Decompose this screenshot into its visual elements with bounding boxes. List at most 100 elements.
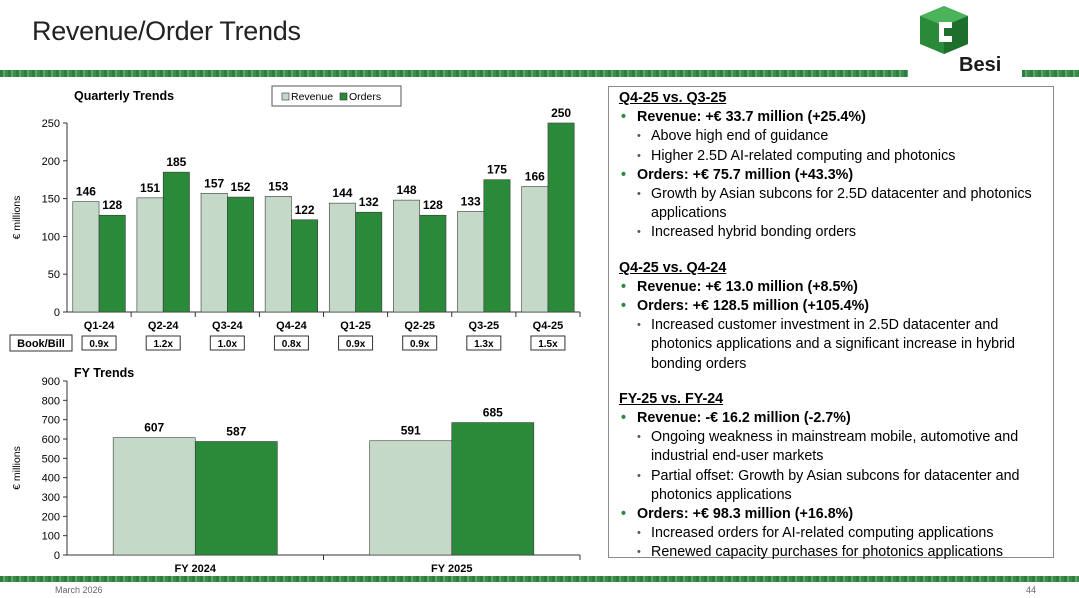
commentary-point: Revenue: +€ 33.7 million (+25.4%) <box>619 108 1053 127</box>
bar-value-label: 250 <box>551 106 571 120</box>
y-tick-label: 0 <box>54 307 60 319</box>
revenue-bar <box>393 199 420 313</box>
commentary-subpoint: Renewed capacity purchases for photonics… <box>619 543 1053 562</box>
orders-bar <box>227 196 254 313</box>
x-tick-label: Q2-25 <box>404 320 435 332</box>
section-heading: Q4-25 vs. Q3-25 <box>619 90 727 106</box>
bar-value-label: 151 <box>140 181 160 195</box>
y-axis-label: € millions <box>11 196 23 240</box>
book-bill-box <box>81 335 117 351</box>
y-tick-label: 800 <box>42 395 60 407</box>
commentary-list: Q4-25 vs. Q3-25 Revenue: +€ 33.7 million … <box>619 89 1053 563</box>
bar-value-label: 122 <box>295 203 315 217</box>
revenue-bar <box>457 211 485 313</box>
book-bill-box <box>402 335 438 351</box>
book-bill-value: 1.0x <box>218 339 238 350</box>
legend-label-orders: Orders <box>349 91 381 103</box>
revenue-bar <box>72 201 100 313</box>
bar-value-label: 128 <box>102 198 122 212</box>
charts-canvas: Quarterly Trends 0 50 100 150 200 250 € million… <box>9 85 581 575</box>
book-bill-header-box <box>9 334 73 352</box>
orders-bar <box>291 219 319 313</box>
bar-value-label: 132 <box>359 195 379 209</box>
book-bill-value: 1.2x <box>153 339 173 350</box>
bar-value-label: 133 <box>461 194 481 208</box>
commentary-section: Q4-25 vs. Q4-24 Revenue: +€ 13.0 million … <box>619 259 1053 374</box>
book-bill-value: 0.9x <box>89 339 109 350</box>
commentary-section: FY-25 vs. FY-24 Revenue: -€ 16.2 million … <box>619 390 1053 563</box>
y-tick-label: 250 <box>42 118 60 130</box>
y-tick-label: 100 <box>42 531 60 543</box>
y-tick-label: 200 <box>42 511 60 523</box>
orders-bar <box>547 122 575 313</box>
book-bill-value: 0.9x <box>410 339 430 350</box>
slide-title: Revenue/Order Trends <box>32 16 301 46</box>
besi-logo-icon <box>920 6 968 54</box>
bar-value-label: 175 <box>487 163 507 177</box>
bar-value-label: 148 <box>397 183 417 197</box>
commentary-subpoint: Ongoing weakness in mainstream mobile, a… <box>619 428 1053 466</box>
y-tick-label: 50 <box>48 269 60 281</box>
orders-bar <box>194 441 278 556</box>
revenue-bar <box>200 193 228 313</box>
orders-bar <box>419 214 447 313</box>
revenue-bar <box>112 437 196 556</box>
book-bill-value: 1.5x <box>538 339 558 350</box>
legend-box <box>271 85 402 107</box>
bar-value-label: 157 <box>204 176 224 190</box>
x-tick-label: Q1-25 <box>340 320 371 332</box>
commentary-point: Orders: +€ 98.3 million (+16.8%) <box>619 505 1053 524</box>
bar-value-label: 685 <box>483 406 503 420</box>
revenue-bar <box>136 197 164 313</box>
x-tick-label: FY 2025 <box>431 563 472 575</box>
chart-title: FY Trends <box>74 366 134 380</box>
bar-value-label: 144 <box>332 186 352 200</box>
commentary-point: Orders: +€ 75.7 million (+43.3%) <box>619 166 1053 185</box>
commentary-subpoint: Growth by Asian subcons for 2.5D datacen… <box>619 185 1053 223</box>
book-bill-box <box>145 335 181 351</box>
y-tick-label: 400 <box>42 473 60 485</box>
revenue-bar <box>264 196 292 313</box>
commentary-point: Revenue: -€ 16.2 million (-2.7%) <box>619 409 1053 428</box>
y-tick-label: 100 <box>42 231 60 243</box>
footer-date: March 2026 <box>55 585 103 595</box>
commentary-panel: Q4-25 vs. Q3-25 Revenue: +€ 33.7 million … <box>608 86 1054 563</box>
bar-value-label: 152 <box>230 180 250 194</box>
commentary-point: Revenue: +€ 13.0 million (+8.5%) <box>619 278 1053 297</box>
y-tick-label: 600 <box>42 434 60 446</box>
y-tick-label: 700 <box>42 415 60 427</box>
orders-bar <box>98 214 126 313</box>
revenue-bar <box>369 440 453 556</box>
revenue-bar <box>521 186 549 313</box>
page-number: 44 <box>1026 585 1037 595</box>
chart-title: Quarterly Trends <box>74 89 174 103</box>
bar-value-label: 153 <box>268 179 288 193</box>
x-tick-label: Q3-24 <box>212 320 243 332</box>
y-tick-label: 500 <box>42 453 60 465</box>
orders-bar <box>162 171 190 313</box>
book-bill-value: 0.9x <box>346 339 366 350</box>
book-bill-value: 0.8x <box>282 339 302 350</box>
y-tick-label: 300 <box>42 492 60 504</box>
y-tick-label: 0 <box>54 550 60 562</box>
commentary-subpoint: Increased hybrid bonding orders <box>619 223 1053 242</box>
logo-text: Besi <box>959 54 1002 76</box>
header-stripe-right <box>1022 70 1079 77</box>
bar-value-label: 146 <box>76 185 96 199</box>
section-heading: FY-25 vs. FY-24 <box>619 390 724 407</box>
book-bill-box <box>530 335 566 351</box>
section-heading: Q4-25 vs. Q4-24 <box>619 259 727 276</box>
bar-value-label: 185 <box>166 155 186 169</box>
x-tick-label: Q2-24 <box>148 320 179 332</box>
orders-bar <box>483 179 511 313</box>
x-tick-label: Q3-25 <box>469 320 500 332</box>
book-bill-header: Book/Bill <box>17 338 65 350</box>
book-bill-box <box>209 335 245 351</box>
commentary-subpoint: Higher 2.5D AI-related computing and pho… <box>619 147 1053 166</box>
legend-label-revenue: Revenue <box>291 91 333 103</box>
book-bill-box <box>273 335 309 351</box>
x-tick-label: Q4-25 <box>533 320 564 332</box>
revenue-bar <box>328 202 356 313</box>
book-bill-box <box>338 335 374 351</box>
commentary-section: Q4-25 vs. Q3-25 Revenue: +€ 33.7 million … <box>619 89 1053 243</box>
